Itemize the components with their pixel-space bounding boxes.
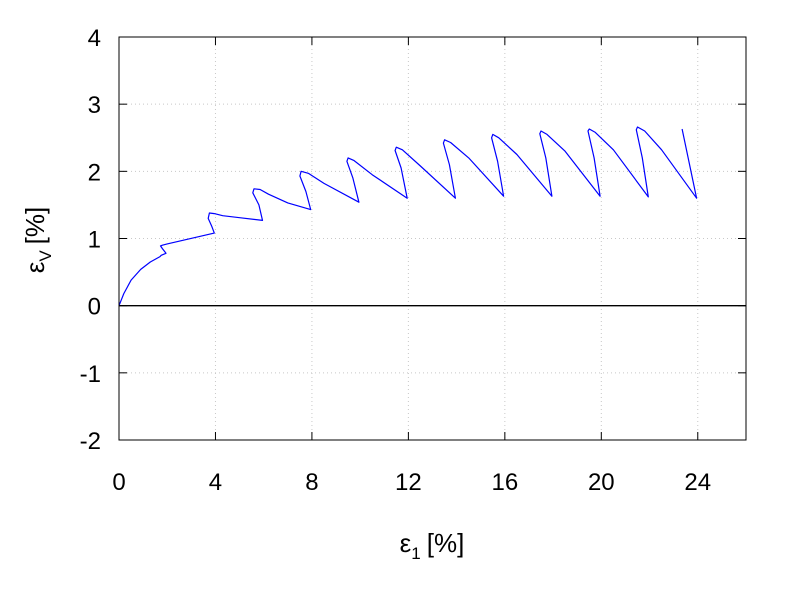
series-line xyxy=(118,126,698,306)
x-tick-label: 12 xyxy=(395,469,422,496)
x-tick-label: 20 xyxy=(588,469,615,496)
y-tick-label: 0 xyxy=(88,294,101,321)
y-tick-label: 3 xyxy=(88,92,101,119)
y-axis-subscript: V xyxy=(36,250,55,262)
y-tick-label: 2 xyxy=(88,159,101,186)
y-axis-label: εV [%] xyxy=(20,207,55,274)
y-axis-symbol: ε xyxy=(20,261,50,273)
y-tick-label: 4 xyxy=(88,25,101,52)
x-axis-symbol: ε xyxy=(400,528,412,558)
x-tick-label: 16 xyxy=(491,469,518,496)
x-axis-subscript: 1 xyxy=(411,544,420,563)
y-axis-unit: [%] xyxy=(20,207,50,245)
x-tick-label: 4 xyxy=(209,469,222,496)
y-tick-label: -2 xyxy=(80,428,101,455)
x-tick-label: 24 xyxy=(684,469,711,496)
y-tick-labels: -2 -1 0 1 2 3 4 xyxy=(80,25,101,455)
y-tick-label: 1 xyxy=(88,227,101,254)
series-layer xyxy=(118,126,698,306)
ticks xyxy=(118,36,746,441)
x-tick-labels: 0 4 8 12 16 20 24 xyxy=(112,469,711,496)
y-tick-label: -1 xyxy=(80,361,101,388)
x-axis-unit: [%] xyxy=(427,528,465,558)
x-tick-label: 0 xyxy=(112,469,125,496)
x-tick-label: 8 xyxy=(305,469,318,496)
x-axis-label: ε1 [%] xyxy=(400,528,465,563)
